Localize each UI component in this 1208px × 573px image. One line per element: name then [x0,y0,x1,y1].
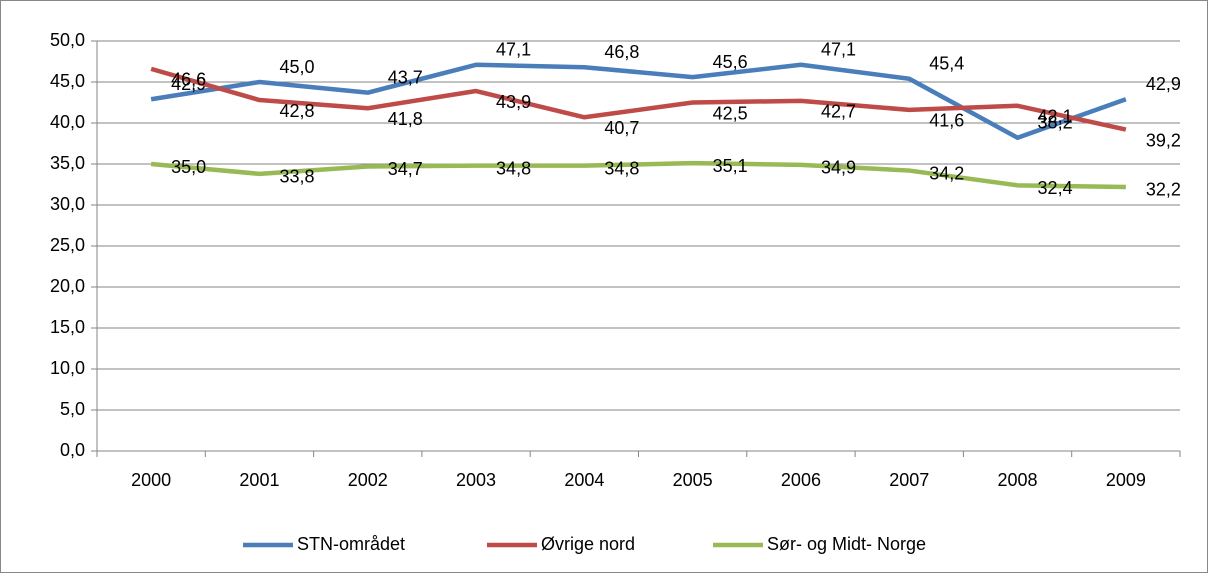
data-label: 32,2 [1146,180,1181,200]
data-label: 42,9 [1146,74,1181,94]
legend-label: STN-området [297,534,405,554]
y-tick-label: 25,0 [50,235,85,255]
data-label: 41,8 [388,109,423,129]
data-label: 42,7 [821,102,856,122]
data-label: 47,1 [821,40,856,60]
y-tick-label: 50,0 [50,30,85,50]
x-tick-label: 2008 [998,470,1038,490]
y-tick-label: 40,0 [50,112,85,132]
data-label: 45,6 [713,52,748,72]
data-label: 43,9 [496,92,531,112]
data-label: 46,6 [171,70,206,90]
data-label: 35,0 [171,157,206,177]
data-label: 43,7 [388,67,423,87]
data-label: 45,4 [929,53,964,73]
data-label: 42,8 [279,101,314,121]
data-label: 42,1 [1038,107,1073,127]
series-line [150,66,1127,132]
data-label: 34,8 [604,158,639,178]
y-tick-label: 5,0 [60,399,85,419]
y-tick-label: 20,0 [50,276,85,296]
data-label: 34,9 [821,158,856,178]
data-label: 34,8 [496,158,531,178]
data-label: 35,1 [713,156,748,176]
data-label: 45,0 [279,57,314,77]
x-tick-label: 2005 [673,470,713,490]
x-tick-label: 2007 [889,470,929,490]
data-label: 47,1 [496,40,531,60]
data-label: 40,7 [604,118,639,138]
y-tick-label: 45,0 [50,71,85,91]
data-label: 42,5 [713,103,748,123]
x-tick-label: 2006 [781,470,821,490]
series-line [150,160,1126,190]
data-label: 39,2 [1146,130,1181,150]
y-tick-label: 0,0 [60,440,85,460]
data-label: 41,6 [929,111,964,131]
data-label: 34,2 [929,163,964,183]
data-label: 32,4 [1038,178,1073,198]
x-tick-label: 2004 [564,470,604,490]
x-tick-label: 2009 [1106,470,1146,490]
data-label: 33,8 [279,167,314,187]
y-tick-label: 35,0 [50,153,85,173]
legend-label: Sør- og Midt- Norge [767,534,926,554]
data-label: 46,8 [604,42,639,62]
legend-label: Øvrige nord [541,534,635,554]
x-tick-label: 2001 [239,470,279,490]
y-tick-label: 10,0 [50,358,85,378]
data-label: 34,7 [388,159,423,179]
x-tick-label: 2003 [456,470,496,490]
x-tick-label: 2002 [348,470,388,490]
y-tick-label: 30,0 [50,194,85,214]
x-tick-label: 2000 [131,470,171,490]
y-tick-label: 15,0 [50,317,85,337]
